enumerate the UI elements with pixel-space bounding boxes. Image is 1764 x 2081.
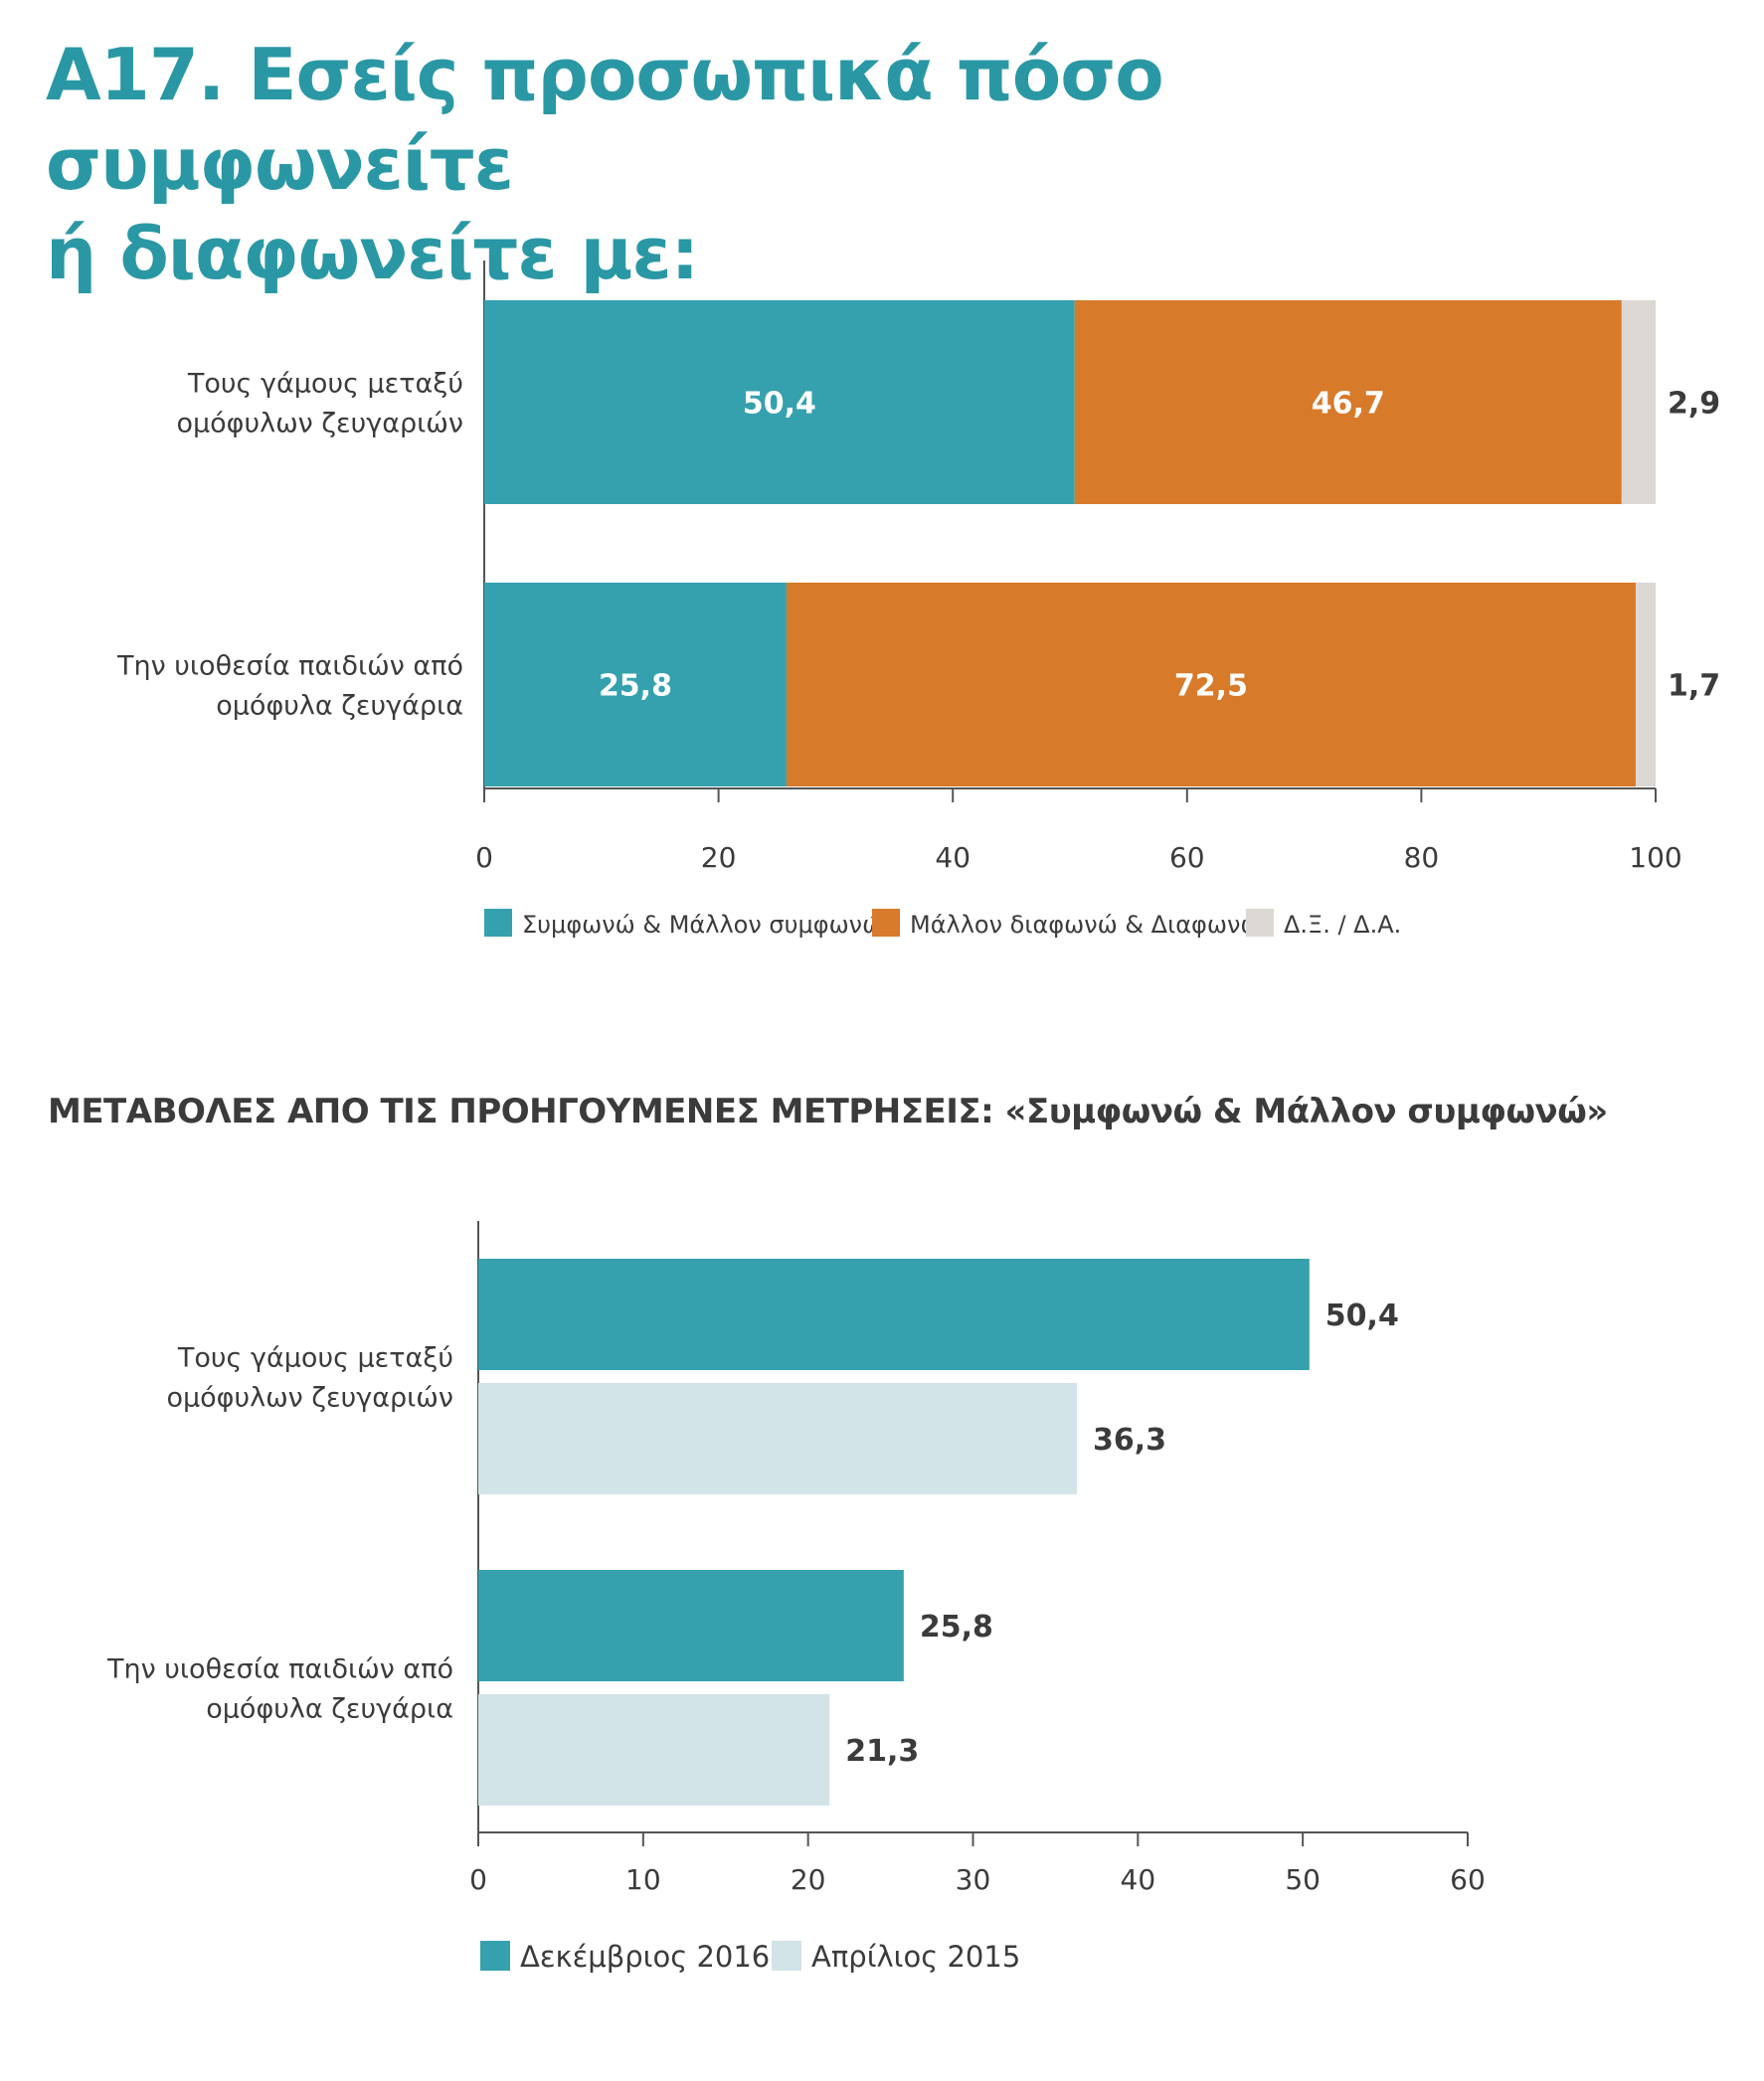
category-label-2-line-1: Την υιοθεσία παιδιών από xyxy=(106,1654,453,1685)
bar-1-series-2 xyxy=(1074,300,1622,504)
legend-swatch-2 xyxy=(872,909,900,937)
bar-1-series-3 xyxy=(1621,300,1656,504)
category-label-2-line-2: ομόφυλα ζευγάρια xyxy=(216,691,463,722)
data-label-1-3: 2,9 xyxy=(1668,387,1720,422)
category-label-2-line-2: ομόφυλα ζευγάρια xyxy=(206,1694,453,1725)
stacked-bar-chart: 50,4 46,7 2,9 Τους γάμους μεταξύ ομόφυλων ζε… xyxy=(116,260,1720,939)
legend-swatch-2 xyxy=(772,1941,801,1971)
bar-2-series-2 xyxy=(478,1694,830,1806)
data-label-2-1: 25,8 xyxy=(599,669,672,704)
bar-1-series-1 xyxy=(484,300,1075,504)
legend-label-2: Μάλλον διαφωνώ & Διαφωνώ xyxy=(910,911,1260,939)
x-tick-label-20: 20 xyxy=(701,841,737,874)
data-label-2-2: 72,5 xyxy=(1174,669,1248,704)
bar-2-series-1 xyxy=(484,583,787,786)
bar-2-series-1 xyxy=(478,1570,904,1681)
data-label-1-1: 50,4 xyxy=(743,387,816,422)
x-tick-label-80: 80 xyxy=(1404,841,1440,874)
page-title: Α17. Εσείς προσωπικά πόσο συμφωνείτε ή δ… xyxy=(46,30,1637,298)
legend-label-1: Συμφωνώ & Μάλλον συμφωνώ xyxy=(522,911,882,939)
data-label-1-2: 36,3 xyxy=(1093,1423,1166,1458)
title-line-1: Α17. Εσείς προσωπικά πόσο συμφωνείτε xyxy=(46,33,1164,206)
data-label-1-2: 46,7 xyxy=(1312,387,1385,422)
x-tick-label-30: 30 xyxy=(956,1863,991,1896)
bar-2-series-2 xyxy=(786,583,1636,786)
legend-swatch-1 xyxy=(484,909,512,937)
data-label-2-1: 25,8 xyxy=(920,1610,993,1645)
data-label-2-3: 1,7 xyxy=(1668,669,1720,704)
x-tick-label-40: 40 xyxy=(935,841,970,874)
legend-swatch-1 xyxy=(480,1941,510,1971)
x-tick-label-10: 10 xyxy=(625,1863,661,1896)
bar-2-series-3 xyxy=(1635,583,1656,786)
x-tick-label-0: 0 xyxy=(469,1863,487,1896)
x-tick-label-60: 60 xyxy=(1169,841,1205,874)
category-label-1-line-2: ομόφυλων ζευγαριών xyxy=(176,409,463,439)
category-label-1-line-1: Τους γάμους μεταξύ xyxy=(187,369,463,400)
legend-label-1: Δεκέμβριος 2016 xyxy=(520,1940,770,1974)
category-label-1-line-2: ομόφυλων ζευγαριών xyxy=(166,1383,453,1414)
data-label-2-2: 21,3 xyxy=(845,1734,919,1769)
x-tick-label-0: 0 xyxy=(475,841,493,874)
category-label-1-line-1: Τους γάμους μεταξύ xyxy=(177,1343,453,1374)
x-tick-label-100: 100 xyxy=(1629,841,1681,874)
legend-label-2: Απρίλιος 2015 xyxy=(811,1940,1020,1974)
data-label-1-1: 50,4 xyxy=(1325,1299,1399,1333)
legend-swatch-3 xyxy=(1246,909,1274,937)
x-tick-label-40: 40 xyxy=(1121,1863,1156,1896)
bar-1-series-2 xyxy=(478,1383,1077,1494)
title-line-2: ή διαφωνείτε με: xyxy=(46,212,699,295)
legend-label-3: Δ.Ξ. / Δ.Α. xyxy=(1284,911,1401,939)
x-tick-label-50: 50 xyxy=(1285,1863,1321,1896)
changes-subtitle: ΜΕΤΑΒΟΛΕΣ ΑΠΟ ΤΙΣ ΠΡΟΗΓΟΥΜΕΝΕΣ ΜΕΤΡΗΣΕΙΣ… xyxy=(48,1092,1608,1131)
x-tick-label-20: 20 xyxy=(791,1863,826,1896)
category-label-2-line-1: Την υιοθεσία παιδιών από xyxy=(116,651,463,682)
x-tick-label-60: 60 xyxy=(1450,1863,1486,1896)
bar-1-series-1 xyxy=(478,1259,1310,1370)
